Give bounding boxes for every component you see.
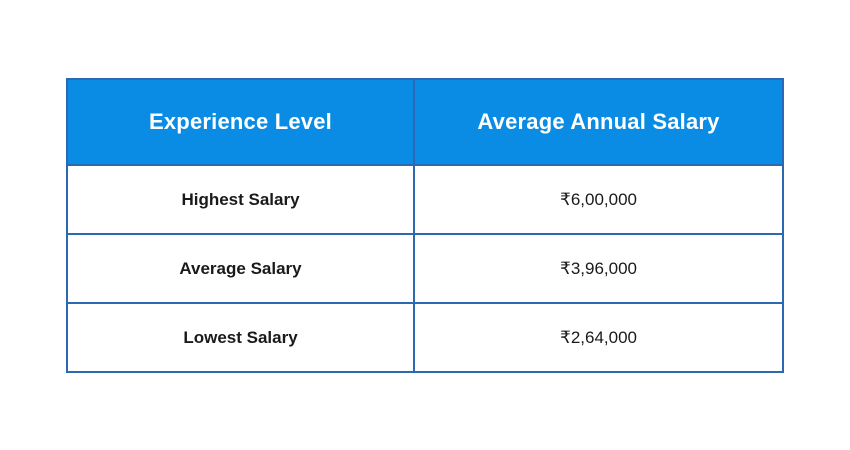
table-row: Highest Salary ₹6,00,000 xyxy=(66,164,784,235)
table-row: Lowest Salary ₹2,64,000 xyxy=(66,302,784,373)
row-highest-value: ₹6,00,000 xyxy=(413,164,784,235)
row-lowest-label: Lowest Salary xyxy=(66,302,415,373)
header-row: Experience Level Average Annual Salary xyxy=(66,78,784,166)
table-body: Highest Salary ₹6,00,000 Average Salary … xyxy=(66,164,784,373)
table-header: Experience Level Average Annual Salary xyxy=(66,78,784,166)
header-average-annual-salary: Average Annual Salary xyxy=(413,78,784,166)
row-average-value: ₹3,96,000 xyxy=(413,233,784,304)
row-average-label: Average Salary xyxy=(66,233,415,304)
row-highest-label: Highest Salary xyxy=(66,164,415,235)
table-row: Average Salary ₹3,96,000 xyxy=(66,233,784,304)
salary-table: Experience Level Average Annual Salary H… xyxy=(66,78,784,373)
header-experience-level: Experience Level xyxy=(66,78,415,166)
row-lowest-value: ₹2,64,000 xyxy=(413,302,784,373)
